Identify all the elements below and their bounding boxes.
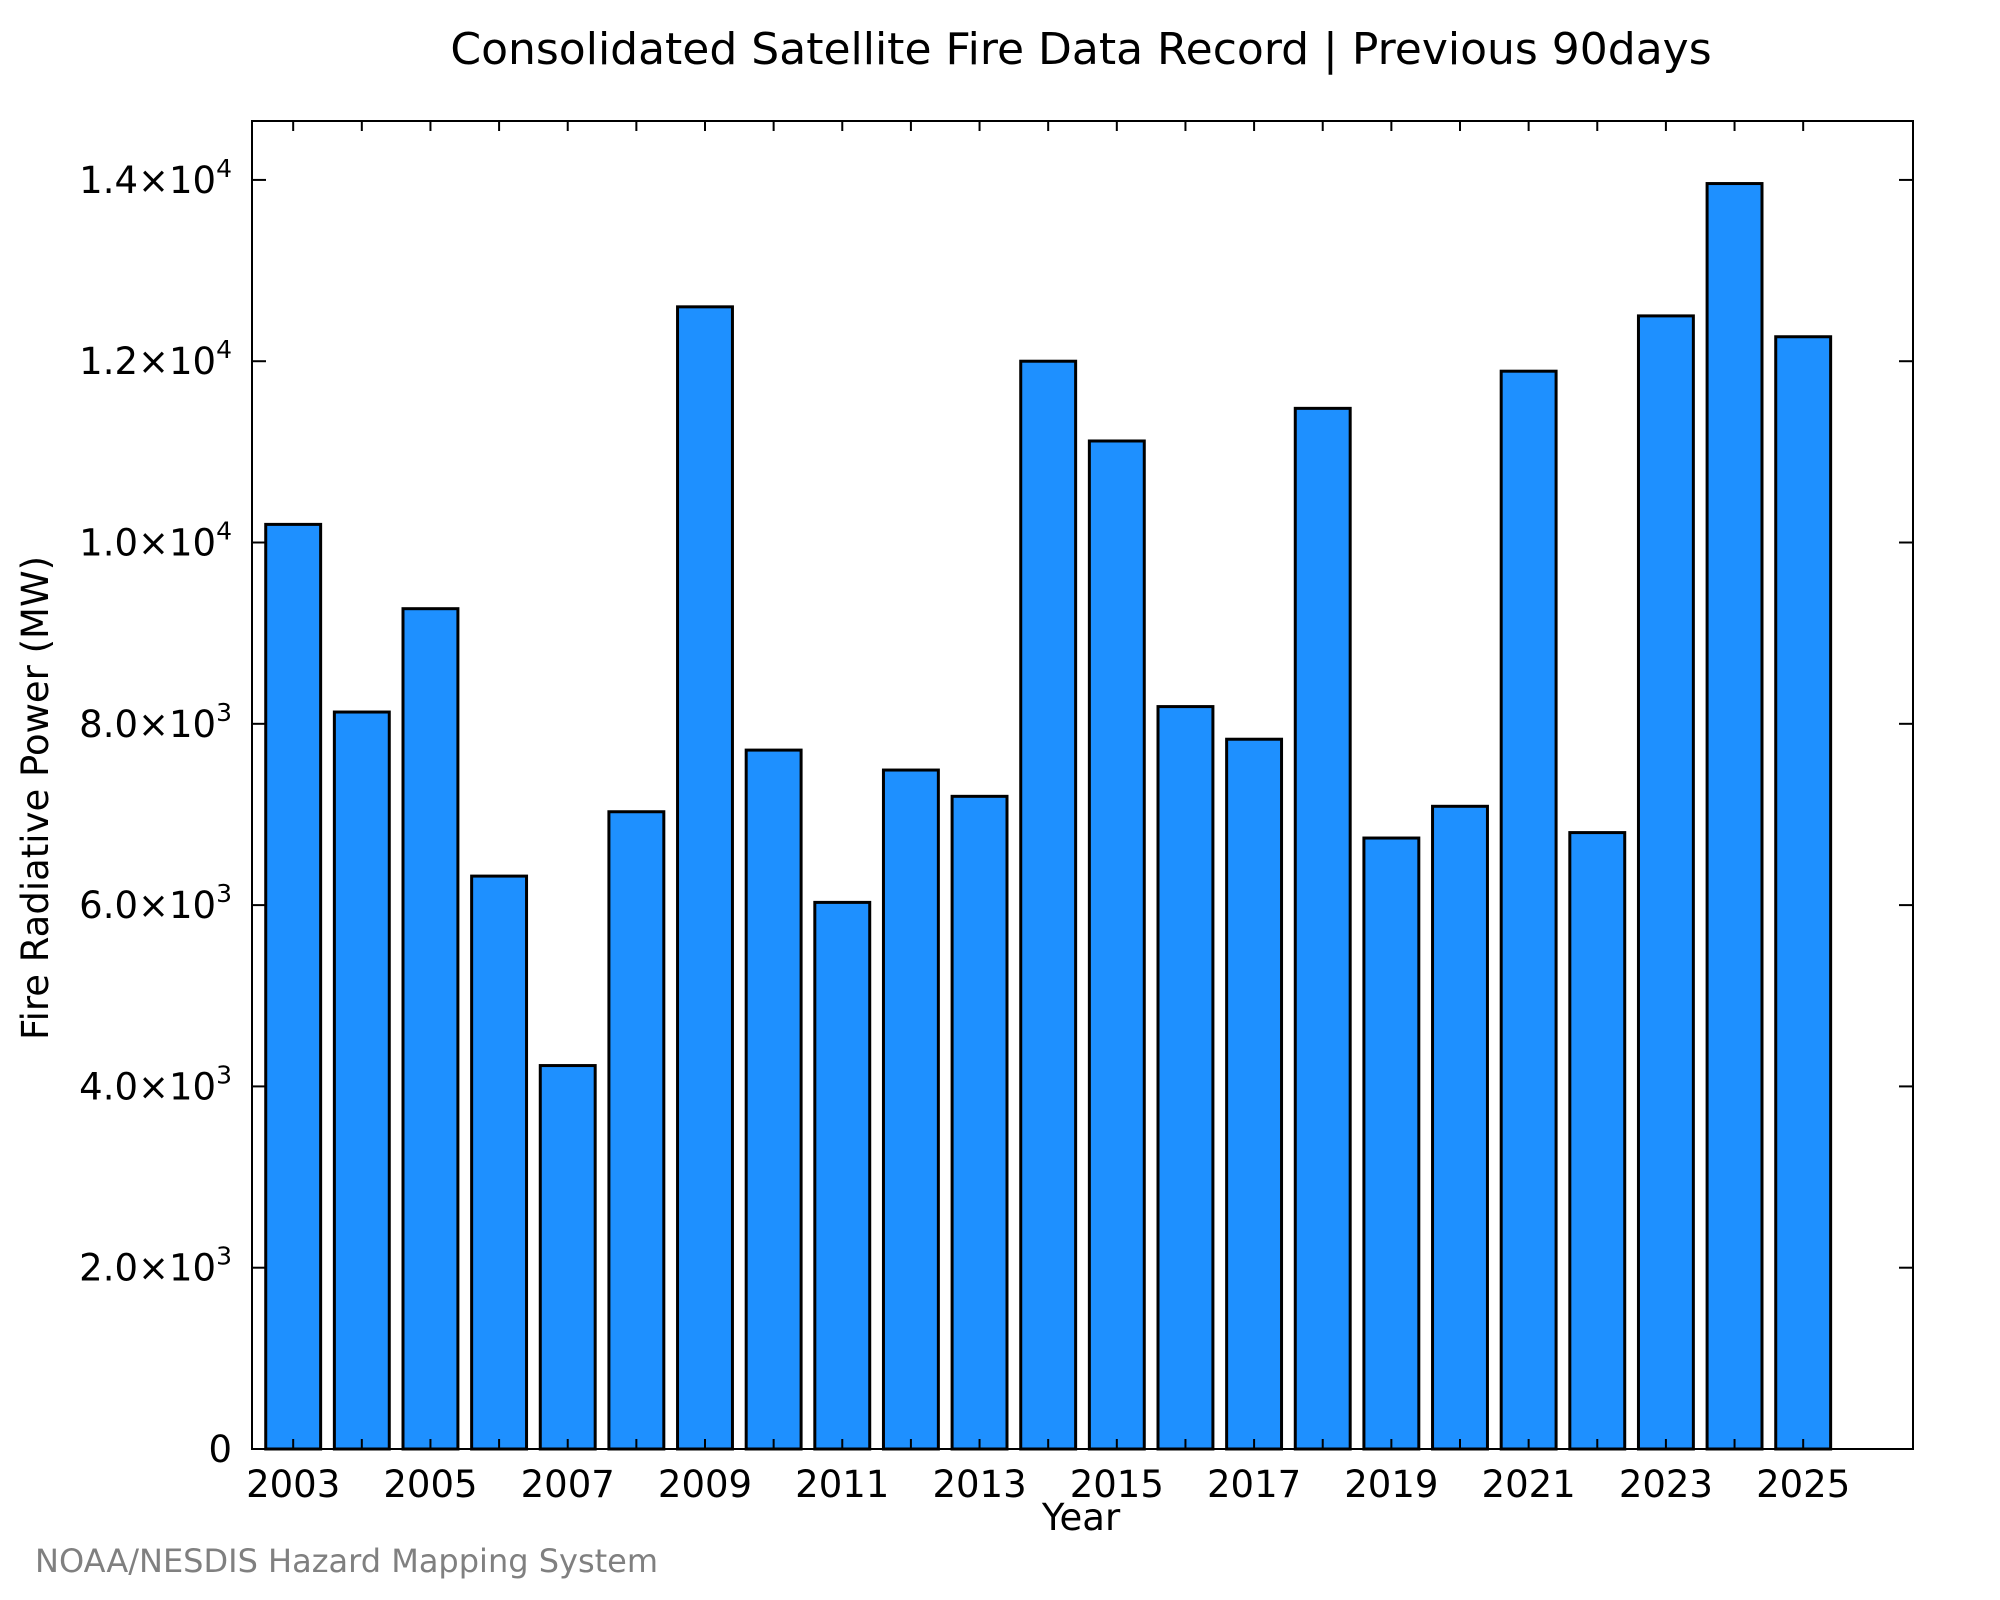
x-tick-label: 2023 [1619,1463,1713,1506]
x-tick-label: 2003 [246,1463,340,1506]
bar-2025 [1774,335,1833,1451]
x-tick-label: 2011 [795,1463,889,1506]
credit-text: NOAA/NESDIS Hazard Mapping System [35,1542,658,1580]
y-tick-label: 6.0×103 [79,879,232,927]
bar-2013 [950,794,1009,1451]
x-tick-label: 2021 [1482,1463,1576,1506]
bar-2023 [1636,314,1695,1451]
x-axis-label: Year [1041,1496,1121,1539]
x-tick-label: 2015 [1070,1463,1164,1506]
x-tick-label: 2019 [1344,1463,1438,1506]
y-tick-label: 8.0×103 [79,698,232,746]
bar-2007 [538,1064,597,1451]
bar-2003 [264,522,323,1451]
x-tick-label: 2005 [383,1463,477,1506]
bars-group [264,182,1833,1451]
x-tick-label: 2007 [521,1463,615,1506]
bar-2009 [676,305,734,1451]
bar-2006 [470,874,529,1451]
bar-2015 [1087,439,1146,1451]
bar-2012 [881,768,940,1451]
bar-2020 [1431,804,1489,1451]
plot-frame [251,120,1914,1450]
bar-2005 [401,607,460,1451]
bar-2016 [1156,705,1215,1451]
x-tick-label: 2025 [1756,1463,1850,1506]
bar-2004 [332,710,391,1451]
bar-2022 [1568,831,1627,1451]
bar-2014 [1019,359,1078,1451]
y-axis: 0 2.0×103 4.0×103 6.0×103 8.0×103 1.0×104 1.2×… [79,154,1913,1471]
bar-2010 [744,748,803,1451]
y-axis-label: Fire Radiative Power (MW) [14,556,57,1040]
bar-2017 [1225,737,1284,1451]
bar-2019 [1362,836,1421,1451]
bar-2021 [1499,369,1558,1451]
y-tick-label: 4.0×103 [79,1060,232,1108]
chart-title: Consolidated Satellite Fire Data Record … [450,24,1711,75]
x-axis: 2003 2005 2007 2009 2011 2013 2015 2017 2019 2021… [246,121,1850,1506]
bar-2011 [813,900,872,1451]
y-tick-label: 2.0×103 [79,1242,232,1290]
x-tick-label: 2013 [932,1463,1026,1506]
bar-2008 [607,810,666,1451]
x-tick-label: 2017 [1207,1463,1301,1506]
y-tick-label: 0 [208,1428,232,1471]
x-tick-label: 2009 [658,1463,752,1506]
y-tick-label: 1.4×104 [79,154,232,202]
y-tick-label: 1.2×104 [79,335,232,383]
bar-2018 [1293,406,1352,1451]
y-tick-label: 1.0×104 [79,517,232,565]
bar-2024 [1705,182,1764,1451]
